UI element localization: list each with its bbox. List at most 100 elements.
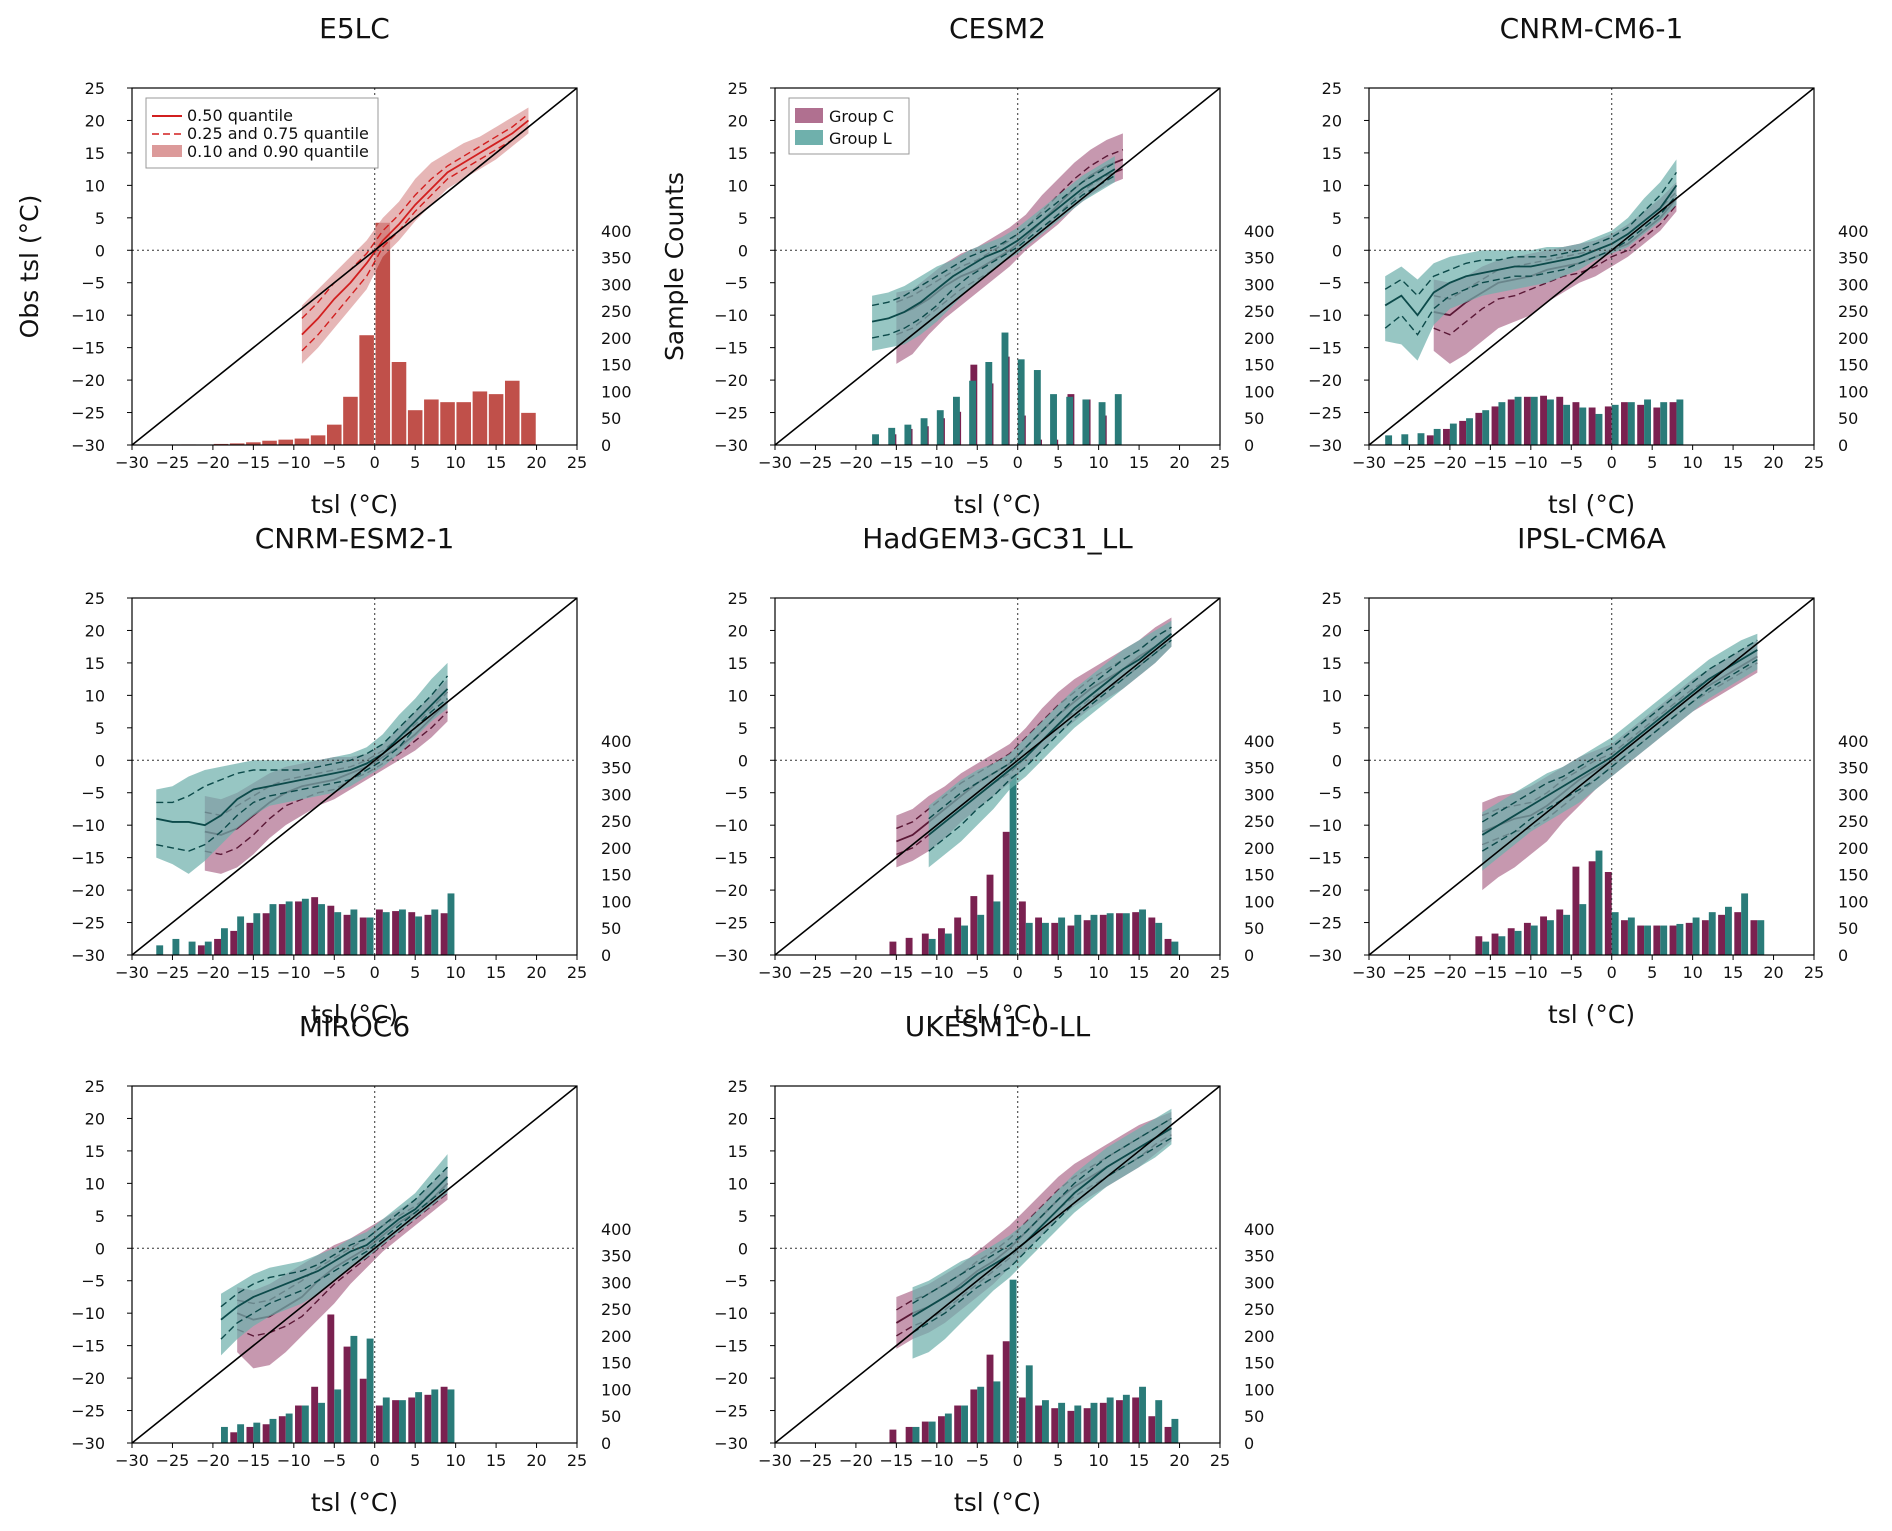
x-tick-label: 25 [1804, 453, 1824, 472]
panel-title: UKESM1-0-LL [905, 1010, 1091, 1043]
count-bar [1491, 933, 1499, 955]
count-bar [1547, 920, 1554, 955]
count-bar [295, 901, 302, 955]
count-bar [1611, 404, 1619, 445]
count-bar [888, 427, 896, 445]
count-tick-label: 150 [1244, 1354, 1275, 1373]
count-bar [343, 914, 351, 955]
count-tick-label: 400 [601, 1220, 632, 1239]
count-bar [1491, 406, 1499, 445]
count-bar [977, 914, 985, 955]
count-tick-label: 0 [601, 436, 611, 455]
y-tick-label: 20 [1322, 621, 1342, 640]
histogram [181, 222, 536, 445]
count-bar [1009, 775, 1017, 955]
count-tick-label: 350 [1838, 759, 1869, 778]
count-bar [1540, 916, 1547, 955]
count-tick-label: 100 [601, 892, 632, 911]
y-tick-label: 20 [85, 1109, 105, 1128]
count-bar [1002, 1341, 1010, 1443]
y-tick-label: 0 [738, 1239, 748, 1258]
count-bar [953, 396, 960, 445]
x-tick-label: 0 [370, 963, 380, 982]
one-to-one-line [1369, 598, 1814, 955]
count-bar [1475, 412, 1483, 445]
count-bar [1604, 406, 1612, 445]
count-tick-label: 300 [601, 1273, 632, 1292]
count-bar [408, 1397, 416, 1443]
x-tick-label: −25 [156, 1451, 190, 1470]
panel-cesm2: −30 −25 −20 −15 −10 −5 0 5 10 15 20 25−30−25−20−15−… [660, 12, 1275, 519]
count-bar [1035, 917, 1042, 955]
count-tick-label: 400 [601, 222, 632, 241]
count-bar [1579, 407, 1587, 445]
count-bar [197, 945, 205, 955]
x-axis-label: tsl (°C) [954, 490, 1041, 519]
count-bar [1401, 434, 1409, 445]
count-bar [311, 1386, 319, 1443]
count-tick-label: 0 [601, 1434, 611, 1453]
count-tick-label: 350 [1244, 1247, 1275, 1266]
count-bar [440, 913, 448, 955]
y-tick-label: 20 [728, 621, 748, 640]
count-bar [327, 1314, 335, 1443]
count-tick-label: 50 [601, 1407, 621, 1426]
panel-cnrm-cm6-1: −30 −25 −20 −15 −10 −5 0 5 10 15 20 25−30−25−20−15−… [1308, 12, 1868, 519]
count-tick-label: 50 [1244, 919, 1264, 938]
y-tick-label: −15 [1308, 849, 1342, 868]
count-bar [237, 916, 245, 955]
plot-content [775, 1086, 1220, 1443]
y-tick-label: −10 [714, 1304, 748, 1323]
y-tick-label: −5 [724, 784, 748, 803]
count-bar [970, 896, 978, 955]
y-tick-label: −20 [714, 881, 748, 900]
y-tick-label: 15 [1322, 654, 1342, 673]
x-tick-label: −5 [322, 963, 346, 982]
x-tick-label: 0 [1607, 963, 1617, 982]
count-bar [1074, 914, 1082, 955]
plot-frame [774, 87, 1221, 446]
y-tick-label: −10 [714, 816, 748, 835]
x-tick-label: 0 [370, 1451, 380, 1470]
count-bar [928, 1421, 936, 1443]
count-bar [1114, 394, 1122, 445]
y-tick-label: 5 [95, 1207, 105, 1226]
count-bar [889, 941, 897, 955]
count-bar [229, 443, 245, 445]
x-tick-label: 0 [1607, 453, 1617, 472]
count-bar [1685, 922, 1693, 955]
count-bar [1595, 850, 1603, 955]
quantile-75-line [1384, 171, 1678, 297]
count-bar [1750, 920, 1758, 955]
count-tick-label: 300 [1838, 275, 1869, 294]
x-tick-label: 20 [1169, 1451, 1189, 1470]
one-to-one-line [132, 88, 577, 445]
count-bar [278, 1416, 286, 1443]
count-bar [986, 874, 994, 955]
y-tick-label: 0 [1332, 241, 1342, 260]
x-tick-label: 10 [1088, 453, 1108, 472]
count-bar [1563, 404, 1571, 445]
count-bar [1074, 1405, 1082, 1443]
count-tick-label: 50 [601, 919, 621, 938]
count-bar [311, 897, 319, 955]
count-bar [285, 1413, 293, 1443]
legend-group-c-swatch [795, 108, 823, 123]
x-tick-label: −20 [196, 963, 230, 982]
count-bar [237, 1424, 245, 1443]
y-tick-label: 0 [95, 751, 105, 770]
count-bar [488, 394, 504, 445]
x-tick-label: 15 [486, 1451, 506, 1470]
count-bar [1725, 906, 1732, 955]
count-bar [1644, 399, 1651, 445]
x-tick-label: 25 [567, 453, 587, 472]
x-tick-label: 5 [1647, 453, 1657, 472]
count-bar [447, 1389, 455, 1443]
y-tick-label: 10 [85, 686, 105, 705]
count-bar [954, 917, 962, 955]
count-bar [310, 435, 326, 445]
plot-frame [774, 597, 1221, 956]
x-tick-label: 5 [1647, 963, 1657, 982]
plot-content [132, 88, 577, 445]
